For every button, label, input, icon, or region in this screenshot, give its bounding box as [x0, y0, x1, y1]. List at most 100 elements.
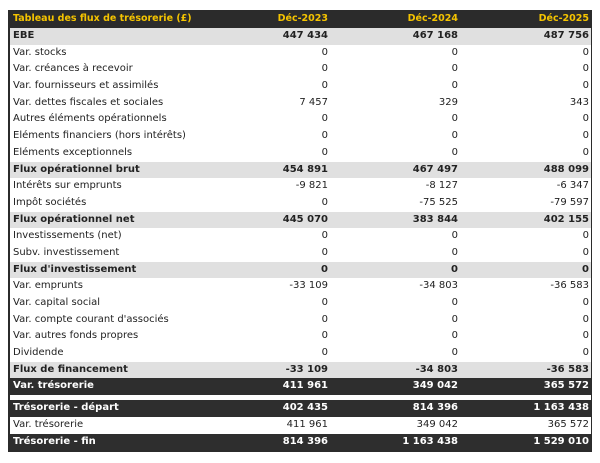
- row-label: Var. trésorerie: [13, 418, 84, 430]
- cell-value: 0: [451, 230, 458, 242]
- row-label: Flux de financement: [13, 363, 128, 375]
- cell-value: -33 109: [289, 280, 328, 292]
- cell-value: 0: [582, 347, 589, 359]
- cell-value: 0: [451, 46, 458, 58]
- cell-value: 0: [582, 80, 589, 92]
- table-row: Eléments exceptionnels 0 0 0: [10, 145, 591, 162]
- table-row: Investissements (net) 0 0 0: [10, 228, 591, 245]
- row-label: Var. compte courant d'associés: [13, 313, 169, 325]
- table-row: Var. créances à recevoir 0 0 0: [10, 61, 591, 78]
- cell-value: 0: [321, 263, 328, 275]
- table-row: EBE 447 434 467 168 487 756: [10, 28, 591, 45]
- cell-value: -6 347: [556, 180, 589, 192]
- cell-value: -8 127: [425, 180, 458, 192]
- column-header: Déc-2024: [407, 13, 458, 24]
- cell-value: 0: [582, 130, 589, 142]
- cell-value: 445 070: [282, 213, 328, 225]
- cell-value: 814 396: [412, 402, 458, 414]
- table-row: Eléments financiers (hors intérêts) 0 0 0: [10, 128, 591, 145]
- cell-value: 365 572: [547, 418, 589, 430]
- column-header: Déc-2025: [538, 13, 589, 24]
- table-row: Autres éléments opérationnels 0 0 0: [10, 111, 591, 128]
- row-label: Var. fournisseurs et assimilés: [13, 80, 159, 92]
- table-row: Trésorerie - fin 814 396 1 163 438 1 529 01…: [10, 433, 591, 451]
- cell-value: 402 155: [543, 213, 589, 225]
- cell-value: 467 497: [412, 163, 458, 175]
- cell-value: 0: [321, 347, 328, 359]
- cell-value: 1 529 010: [533, 435, 589, 447]
- row-label: Investissements (net): [13, 230, 122, 242]
- row-label: Var. créances à recevoir: [13, 63, 133, 75]
- cell-value: -36 583: [550, 280, 589, 292]
- table-row: Var. autres fonds propres 0 0 0: [10, 328, 591, 345]
- table-row: Trésorerie - départ 402 435 814 396 1 163 4…: [10, 400, 591, 417]
- cell-value: 487 756: [543, 30, 589, 41]
- cell-value: 1 163 438: [533, 402, 589, 414]
- cell-value: 0: [321, 196, 328, 208]
- table-row: Var. compte courant d'associés 0 0 0: [10, 312, 591, 329]
- cell-value: 0: [451, 297, 458, 308]
- row-label: Var. trésorerie: [13, 380, 94, 392]
- cell-value: -36 583: [546, 363, 589, 375]
- spacer: [10, 395, 591, 401]
- cell-value: 0: [451, 330, 458, 342]
- table-header: Tableau des flux de trésorerie (£) Déc-2…: [10, 10, 591, 28]
- row-label: Var. autres fonds propres: [13, 330, 139, 342]
- column-header: Déc-2023: [277, 13, 328, 24]
- cell-value: 0: [582, 246, 589, 258]
- table-row: Flux d'investissement 0 0 0: [10, 261, 591, 279]
- table-row: Var. stocks 0 0 0: [10, 45, 591, 62]
- cell-value: 0: [582, 330, 589, 342]
- cell-value: -34 803: [415, 363, 458, 375]
- cell-value: -79 597: [550, 196, 589, 208]
- row-label: Autres éléments opérationnels: [13, 113, 167, 125]
- cell-value: 0: [321, 313, 328, 325]
- cell-value: 0: [451, 263, 458, 275]
- cell-value: 447 434: [282, 30, 328, 41]
- row-label: Var. emprunts: [13, 280, 83, 292]
- row-label: Flux d'investissement: [13, 263, 137, 275]
- cell-value: 0: [321, 297, 328, 308]
- cell-value: 411 961: [286, 418, 328, 430]
- row-label: Eléments financiers (hors intérêts): [13, 130, 186, 142]
- cell-value: 349 042: [412, 380, 458, 392]
- cell-value: 0: [321, 63, 328, 75]
- cell-value: 329: [438, 96, 458, 108]
- cell-value: 454 891: [282, 163, 328, 175]
- cell-value: -34 803: [419, 280, 458, 292]
- cell-value: 0: [451, 80, 458, 92]
- cell-value: 0: [321, 246, 328, 258]
- row-label: Subv. investissement: [13, 246, 120, 258]
- cell-value: 0: [321, 113, 328, 125]
- cell-value: 383 844: [412, 213, 458, 225]
- row-label: Dividende: [13, 347, 64, 359]
- cell-value: 0: [582, 146, 589, 158]
- cell-value: 0: [451, 113, 458, 125]
- cell-value: 0: [582, 46, 589, 58]
- table-row: Intérêts sur emprunts -9 821 -8 127 -6 347: [10, 178, 591, 195]
- cell-value: 0: [582, 297, 589, 308]
- row-label: Flux opérationnel brut: [13, 163, 140, 175]
- cell-value: 0: [451, 130, 458, 142]
- table-row: Dividende 0 0 0: [10, 345, 591, 362]
- cell-value: 488 099: [543, 163, 589, 175]
- cell-value: 411 961: [282, 380, 328, 392]
- cell-value: 0: [321, 146, 328, 158]
- row-label: Intérêts sur emprunts: [13, 180, 122, 192]
- cell-value: 0: [321, 130, 328, 142]
- cash-flow-table: Tableau des flux de trésorerie (£) Déc-2…: [8, 10, 592, 453]
- cell-value: 349 042: [416, 418, 458, 430]
- table-row: Flux de financement -33 109 -34 803 -36 583: [10, 361, 591, 379]
- row-label: Var. dettes fiscales et sociales: [13, 96, 164, 108]
- cell-value: 0: [321, 80, 328, 92]
- cell-value: 0: [451, 347, 458, 359]
- cell-value: 814 396: [282, 435, 328, 447]
- cell-value: 0: [451, 146, 458, 158]
- cell-value: 0: [582, 313, 589, 325]
- cell-value: -33 109: [285, 363, 328, 375]
- cell-value: 0: [582, 263, 589, 275]
- row-label: EBE: [13, 30, 35, 41]
- table-row: Var. dettes fiscales et sociales 7 457 329…: [10, 95, 591, 112]
- table-row: Var. emprunts -33 109 -34 803 -36 583: [10, 278, 591, 295]
- table-row: Impôt sociétés 0 -75 525 -79 597: [10, 195, 591, 212]
